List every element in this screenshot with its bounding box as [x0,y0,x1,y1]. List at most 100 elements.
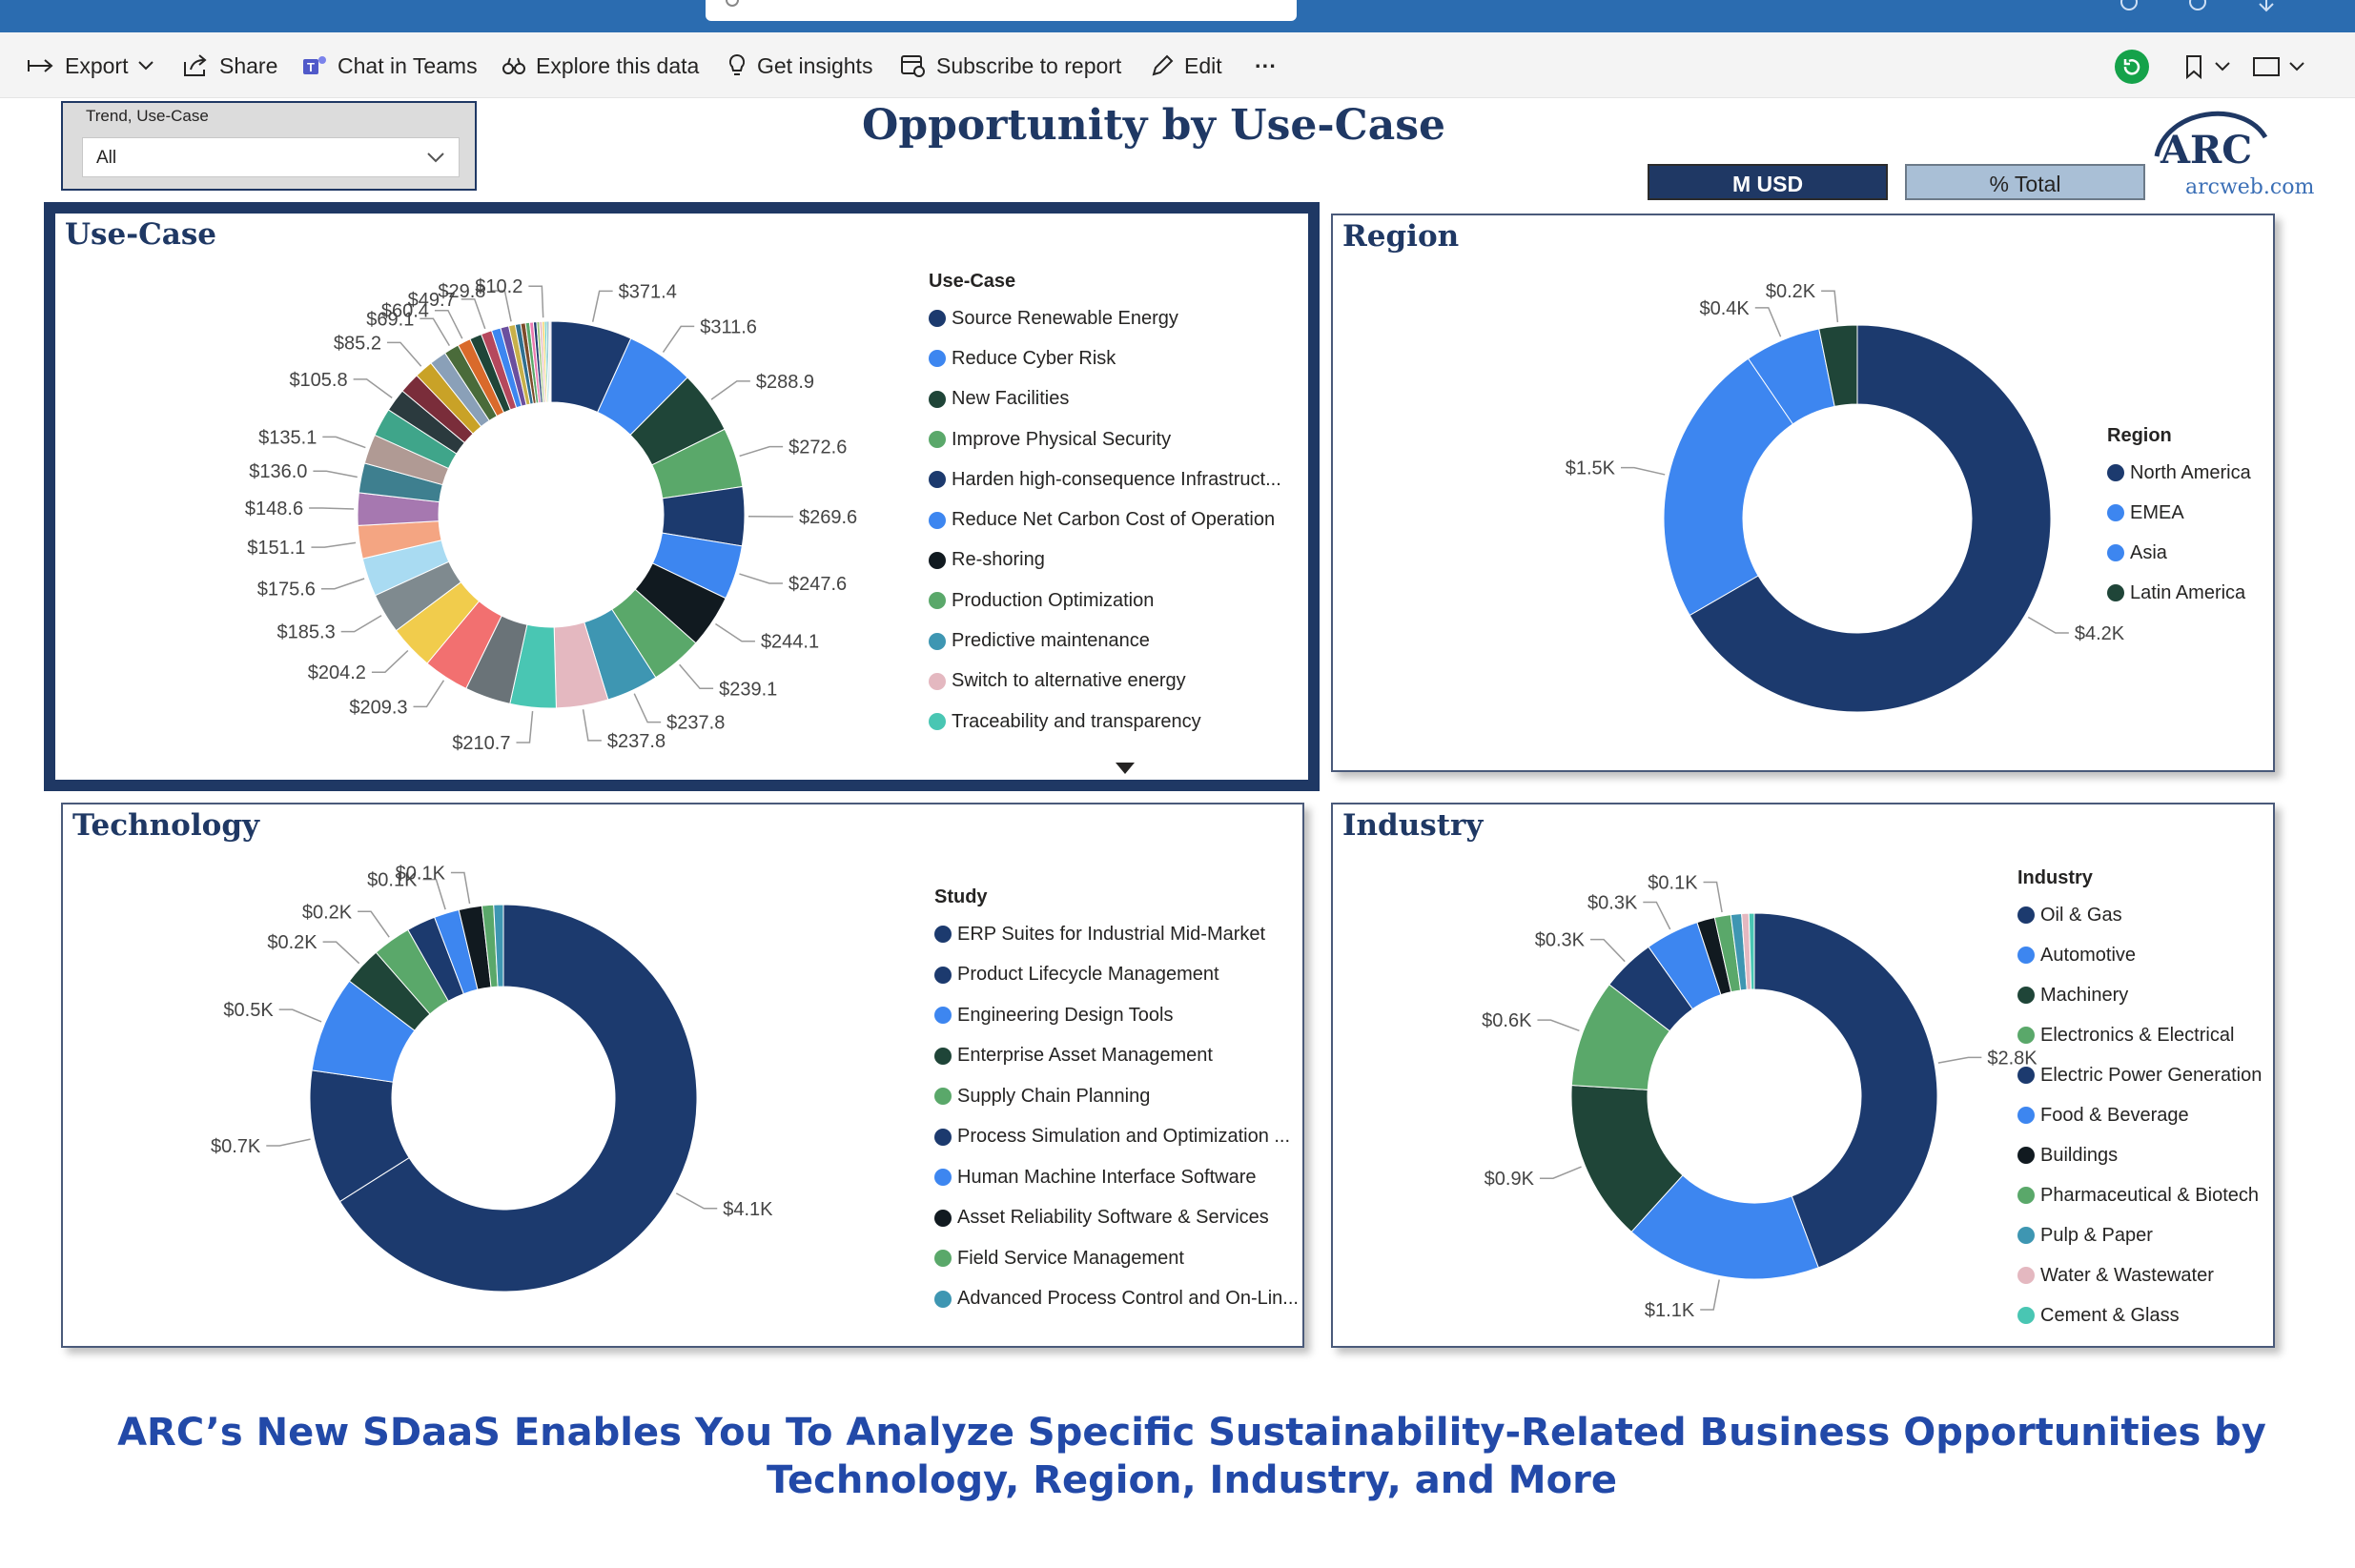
legend-marker [2107,464,2124,481]
legend-item[interactable]: Cement & Glass [2017,1295,2262,1335]
settings-icon[interactable] [2117,0,2141,13]
share-button[interactable]: Share [183,51,277,80]
legend-label: Asia [2130,541,2167,563]
legend-item[interactable]: North America [2107,453,2251,493]
view-icon[interactable] [2250,52,2283,81]
legend-item[interactable]: Traceability and transparency [929,702,1281,742]
chevron-down-icon[interactable] [2212,60,2233,73]
edit-button[interactable]: Edit [1150,51,1222,80]
legend-label: Process Simulation and Optimization ... [957,1126,1291,1148]
gear-icon[interactable] [2185,0,2210,13]
bookmark-icon[interactable] [2180,52,2208,81]
more-options-button[interactable]: ··· [1255,52,1277,78]
use-case-legend: Use-Case Source Renewable Energy Reduce C… [929,271,1281,742]
legend-item[interactable]: Product Lifecycle Management [934,955,1299,996]
legend-item[interactable]: Electric Power Generation [2017,1055,2262,1095]
refresh-icon[interactable] [2113,48,2151,86]
search-box[interactable] [706,0,1297,21]
legend-item[interactable]: Pulp & Paper [2017,1215,2262,1255]
legend-item[interactable]: Pharmaceutical & Biotech [2017,1175,2262,1215]
legend-item[interactable]: New Facilities [929,379,1281,419]
donut-slice[interactable] [549,320,552,403]
legend-item[interactable]: Latin America [2107,573,2251,613]
percent-total-toggle-button[interactable]: % Total [1905,164,2145,200]
legend-item[interactable]: Process Simulation and Optimization ... [934,1117,1299,1158]
data-label: $0.2K [267,932,317,953]
chat-in-teams-button[interactable]: T Chat in Teams [301,51,478,80]
data-label: $210.7 [452,733,510,754]
legend-item[interactable]: Reduce Net Carbon Cost of Operation [929,499,1281,540]
legend-label: Advanced Process Control and On-Lin... [957,1288,1299,1310]
legend-item[interactable]: Re-shoring [929,540,1281,580]
donut-slice[interactable] [1818,324,1858,407]
legend-item[interactable]: Improve Physical Security [929,419,1281,459]
technology-panel[interactable]: Technology $4.1K $0.7K $0.5K $0.2K $0.2K $0.1… [61,803,1304,1348]
legend-item[interactable]: Human Machine Interface Software [934,1157,1299,1198]
scroll-down-icon[interactable] [1114,761,1137,776]
get-insights-button[interactable]: Get insights [727,51,872,80]
donut-slice[interactable] [338,904,698,1293]
data-label: $239.1 [719,679,777,700]
region-panel[interactable]: Region $4.2K $1.5K $0.4K $0.2K Region North… [1331,214,2275,772]
leader-line [1539,1166,1582,1179]
chevron-down-icon[interactable] [2286,60,2307,73]
donut-slice[interactable] [1689,324,2052,713]
donut-slice[interactable] [1753,912,1938,1269]
legend-label: Product Lifecycle Management [957,964,1219,986]
legend-item[interactable]: Source Renewable Energy [929,298,1281,338]
legend-item[interactable]: Machinery [2017,975,2262,1015]
data-label: $0.2K [302,902,353,923]
slicer-label: Trend, Use-Case [86,107,209,125]
use-case-panel[interactable]: Use-Case $371.4 $311.6 $288.9 $272.6 $269.6 $… [44,202,1320,791]
legend-item[interactable]: Engineering Design Tools [934,995,1299,1036]
download-icon[interactable] [2254,0,2279,13]
legend-title: Use-Case [929,271,1016,292]
legend-item[interactable]: Advanced Process Control and On-Lin... [934,1279,1299,1320]
leader-line [739,573,783,584]
legend-item[interactable]: Supply Chain Planning [934,1076,1299,1117]
legend-item[interactable]: Field Service Management [934,1238,1299,1279]
legend-item[interactable]: Water & Wastewater [2017,1255,2262,1295]
data-label: $237.8 [666,713,725,734]
donut-slice[interactable] [1748,912,1755,990]
legend-item[interactable]: EMEA [2107,493,2251,533]
legend-item[interactable]: Predictive maintenance [929,621,1281,661]
data-label: $1.1K [1645,1300,1695,1321]
legend-item[interactable]: Automotive [2017,935,2262,975]
musd-toggle-button[interactable]: M USD [1648,164,1888,200]
subscribe-label: Subscribe to report [936,52,1122,78]
industry-panel[interactable]: Industry $2.8K $1.1K $0.9K $0.6K $0.3K $0.3K $… [1331,803,2275,1348]
explore-data-label: Explore this data [536,52,700,78]
leader-line [278,1008,322,1023]
legend-item[interactable]: Food & Beverage [2017,1095,2262,1135]
legend-item[interactable]: Reduce Cyber Risk [929,338,1281,378]
export-button[interactable]: Export [27,51,156,80]
legend-item[interactable]: Harden high-consequence Infrastruct... [929,459,1281,499]
slicer-dropdown[interactable]: All [82,137,460,177]
legend-label: New Facilities [952,388,1070,410]
legend-item[interactable]: Production Optimization [929,580,1281,621]
legend-item[interactable]: Buildings [2017,1135,2262,1175]
legend-item[interactable]: ERP Suites for Industrial Mid-Market [934,914,1299,955]
legend-item[interactable]: Enterprise Asset Management [934,1036,1299,1077]
legend-label: ERP Suites for Industrial Mid-Market [957,923,1266,945]
chevron-down-icon [138,61,154,71]
explore-data-button[interactable]: Explore this data [502,51,699,80]
leader-line [675,1192,718,1210]
donut-slice[interactable] [493,904,504,988]
legend-item[interactable]: Electronics & Electrical [2017,1015,2262,1055]
data-label: $237.8 [607,731,666,752]
legend-item[interactable]: Asset Reliability Software & Services [934,1198,1299,1239]
leader-line [582,709,602,742]
donut-slice[interactable] [1663,357,1794,617]
data-label: $1.5K [1566,458,1616,479]
legend-item[interactable]: Switch to alternative energy [929,662,1281,702]
legend-label: Pulp & Paper [2040,1224,2153,1246]
donut-slice[interactable] [1630,1174,1819,1280]
leader-line [461,298,486,330]
subscribe-button[interactable]: Subscribe to report [900,51,1121,80]
legend-item[interactable]: Asia [2107,533,2251,573]
legend-item[interactable]: Oil & Gas [2017,895,2262,935]
legend-label: Food & Beverage [2040,1104,2189,1126]
export-label: Export [65,52,129,78]
